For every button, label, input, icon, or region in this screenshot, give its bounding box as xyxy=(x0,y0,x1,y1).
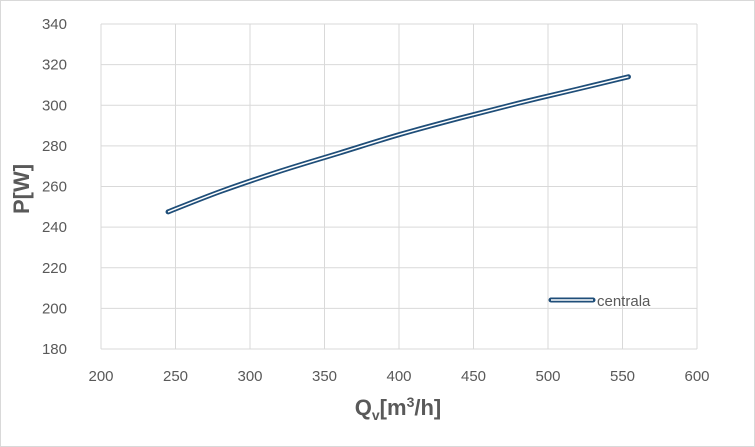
x-tick-label: 500 xyxy=(535,368,560,385)
y-tick-label: 200 xyxy=(42,300,67,317)
x-axis-title-close: /h] xyxy=(414,395,441,420)
y-tick-label: 180 xyxy=(42,341,67,358)
series-layer xyxy=(165,74,631,215)
x-axis-title-open: [m xyxy=(380,395,407,420)
x-tick-label: 400 xyxy=(386,368,411,385)
legend: centrala xyxy=(548,293,651,310)
gridlines xyxy=(100,23,698,350)
x-tick-label: 200 xyxy=(88,368,113,385)
x-axis-title: Qv[m3/h] xyxy=(355,394,442,423)
x-tick-label: 600 xyxy=(684,368,709,385)
series-line-outline xyxy=(165,74,631,215)
x-tick-label: 350 xyxy=(312,368,337,385)
y-tick-label: 340 xyxy=(42,16,67,33)
y-tick-label: 300 xyxy=(42,97,67,114)
y-tick-label: 320 xyxy=(42,57,67,74)
x-tick-label: 250 xyxy=(163,368,188,385)
x-axis-title-main: Q xyxy=(355,395,372,420)
x-tick-label: 300 xyxy=(237,368,262,385)
y-axis-title: P[W] xyxy=(9,164,34,214)
y-tick-label: 280 xyxy=(42,138,67,155)
x-axis-title-subscript: v xyxy=(372,407,380,423)
x-axis-title-superscript: 3 xyxy=(407,394,415,410)
y-tick-label: 220 xyxy=(42,260,67,277)
x-tick-label: 550 xyxy=(610,368,635,385)
tick-labels: 200 250 300 350 400 450 500 550 600 180 200 220 240 2… xyxy=(42,16,710,385)
series-line-inner xyxy=(167,76,629,213)
y-tick-label: 240 xyxy=(42,219,67,236)
y-tick-label: 260 xyxy=(42,179,67,196)
legend-label: centrala xyxy=(597,293,651,310)
x-tick-label: 450 xyxy=(461,368,486,385)
